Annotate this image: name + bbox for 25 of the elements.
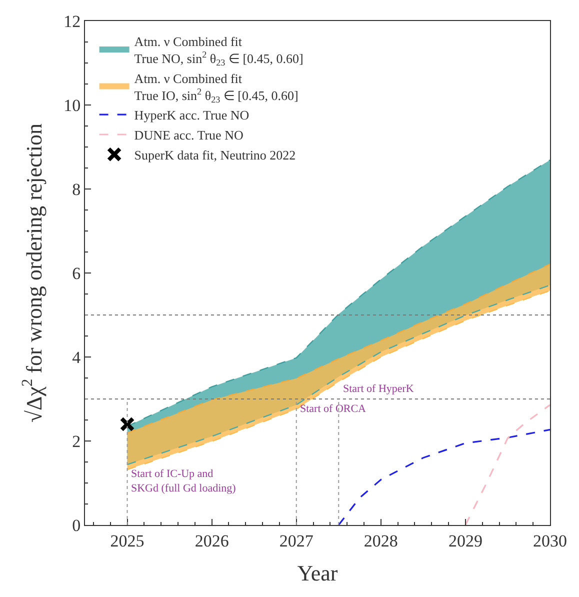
line-series bbox=[464, 404, 550, 525]
y-tick-label: 2 bbox=[72, 432, 81, 451]
ref-line-label: Start of IC-Up and SKGd (full Gd loading) bbox=[131, 468, 236, 494]
x-tick-label: 2030 bbox=[533, 531, 567, 550]
x-tick-label: 2026 bbox=[194, 531, 229, 550]
ref-line-label: Start of HyperK bbox=[343, 383, 414, 395]
legend-label: SuperK data fit, Neutrino 2022 bbox=[134, 147, 296, 162]
x-tick-label: 2027 bbox=[279, 531, 314, 550]
y-tick-label: 0 bbox=[72, 516, 81, 535]
legend-label: Atm. ν Combined fit True NO, sin$^{2}$ θ$_{23}$ ∈ [0.45, 0.60] bbox=[134, 34, 304, 68]
y-tick-label: 10 bbox=[64, 96, 81, 115]
x-tick-label: 2028 bbox=[364, 531, 398, 550]
x-tick-label: 2025 bbox=[110, 531, 144, 550]
y-tick-label: 12 bbox=[64, 12, 81, 31]
ref-line-label: Start of ORCA bbox=[300, 403, 366, 415]
legend-label: DUNE acc. True NO bbox=[134, 128, 244, 143]
y-tick-label: 8 bbox=[72, 180, 81, 199]
y-tick-label: 4 bbox=[72, 348, 82, 367]
legend-label: Atm. ν Combined fit True IO, sin$^{2}$ θ$_{23}$ ∈ [0.45, 0.60] bbox=[134, 70, 298, 104]
y-tick-label: 6 bbox=[72, 264, 81, 283]
line-series bbox=[338, 428, 550, 525]
legend-label: HyperK acc. True NO bbox=[134, 108, 250, 123]
line-series bbox=[126, 264, 550, 434]
x-axis-title: Year bbox=[297, 560, 338, 586]
x-tick-label: 2029 bbox=[448, 531, 482, 550]
